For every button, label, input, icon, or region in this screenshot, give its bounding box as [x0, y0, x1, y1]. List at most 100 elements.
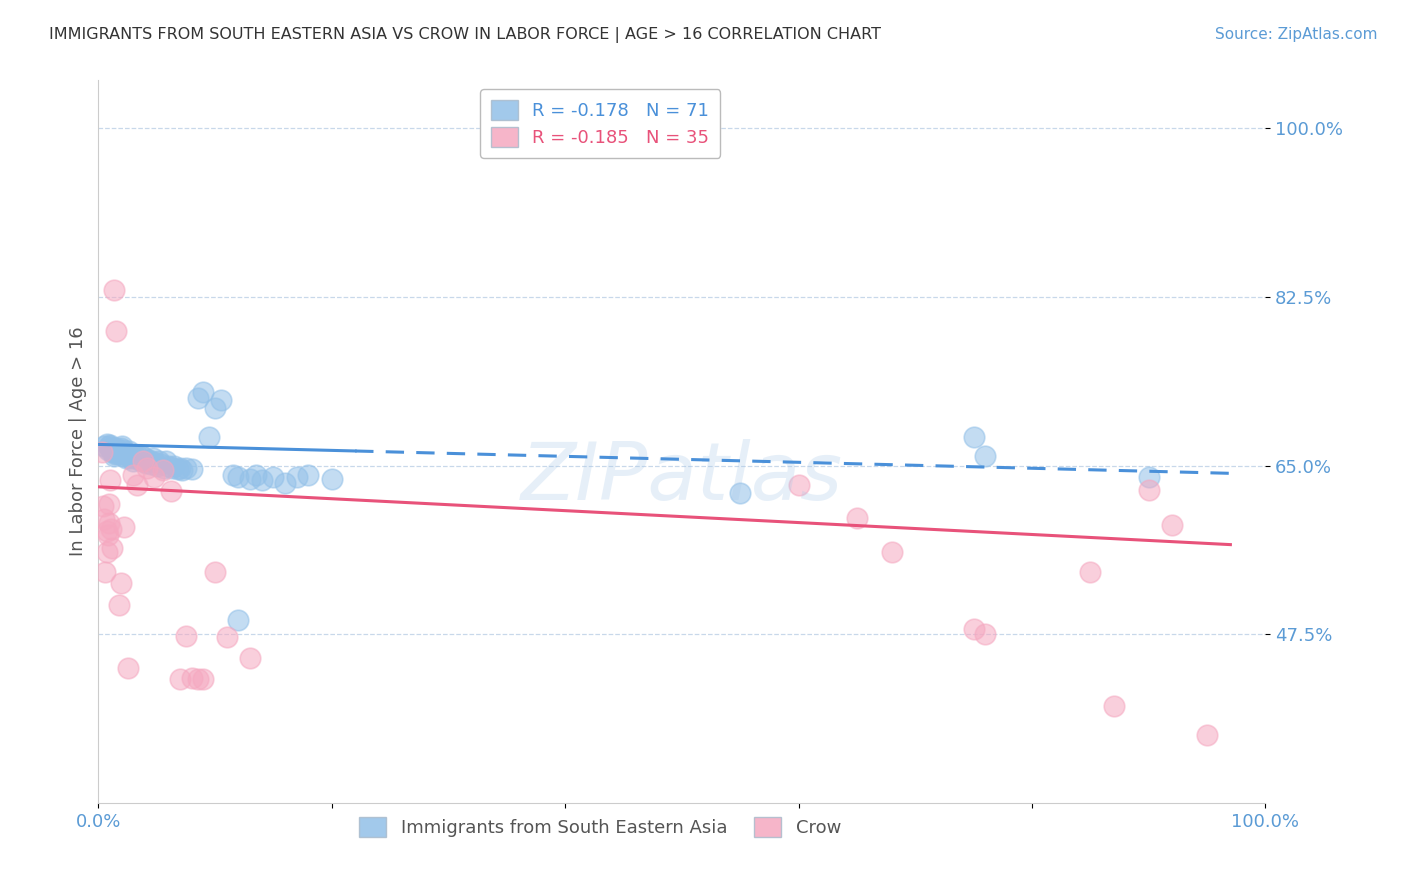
Point [1137, 483, 1160, 497]
Point [974, 627, 997, 641]
Point [111, 443, 134, 458]
Point [1195, 728, 1218, 742]
Point [152, 460, 174, 475]
Text: IMMIGRANTS FROM SOUTH EASTERN ASIA VS CROW IN LABOR FORCE | AGE > 16 CORRELATION: IMMIGRANTS FROM SOUTH EASTERN ASIA VS CR… [49, 27, 882, 43]
Point [962, 623, 984, 637]
Point [285, 470, 308, 484]
Point [1102, 699, 1125, 714]
Point [97, 439, 120, 453]
Point [96, 524, 118, 538]
Point [110, 576, 132, 591]
Point [160, 460, 183, 475]
Point [146, 458, 169, 473]
Point [97, 528, 120, 542]
Point [98, 438, 121, 452]
Point [169, 460, 191, 475]
Point [169, 673, 191, 687]
Point [90, 445, 112, 459]
Point [228, 613, 250, 627]
Point [1161, 518, 1184, 533]
Point [122, 468, 145, 483]
Point [787, 478, 810, 492]
Point [163, 458, 186, 473]
Point [108, 444, 131, 458]
Point [93, 511, 115, 525]
Point [152, 463, 174, 477]
Point [96, 545, 118, 559]
Point [180, 671, 202, 685]
Point [209, 393, 232, 408]
Point [134, 450, 156, 465]
Point [172, 463, 194, 477]
Point [104, 447, 127, 461]
Point [228, 470, 250, 484]
Point [100, 444, 122, 458]
Point [193, 385, 215, 400]
Point [103, 445, 125, 459]
Legend: Immigrants from South Eastern Asia, Crow: Immigrants from South Eastern Asia, Crow [352, 810, 848, 845]
Point [122, 454, 145, 468]
Point [132, 454, 155, 468]
Point [262, 470, 284, 484]
Point [107, 447, 129, 461]
Text: ZIPatlas: ZIPatlas [520, 439, 844, 516]
Point [104, 324, 127, 338]
Point [730, 485, 752, 500]
Point [131, 449, 153, 463]
Point [880, 545, 903, 559]
Point [91, 499, 114, 513]
Point [187, 391, 209, 405]
Point [104, 442, 127, 456]
Point [166, 462, 188, 476]
Point [117, 447, 139, 461]
Point [157, 458, 180, 473]
Point [103, 449, 125, 463]
Point [125, 450, 148, 465]
Point [111, 439, 134, 453]
Point [127, 449, 149, 463]
Point [1137, 470, 1160, 484]
Point [103, 283, 125, 297]
Point [1080, 565, 1102, 579]
Point [97, 516, 120, 531]
Point [108, 599, 131, 613]
Point [187, 673, 209, 687]
Point [221, 468, 243, 483]
Point [974, 449, 997, 463]
Point [125, 478, 148, 492]
Point [297, 468, 319, 483]
Point [136, 460, 159, 475]
Point [97, 443, 120, 458]
Point [117, 661, 139, 675]
Point [139, 457, 162, 471]
Point [98, 442, 121, 456]
Point [274, 475, 297, 490]
Point [96, 437, 118, 451]
Point [245, 468, 267, 483]
Point [97, 497, 120, 511]
Point [150, 457, 173, 471]
Point [250, 473, 273, 487]
Point [204, 401, 226, 415]
Point [128, 453, 150, 467]
Point [114, 447, 136, 461]
Point [98, 473, 121, 487]
Point [321, 472, 343, 486]
Point [118, 450, 141, 465]
Point [143, 455, 166, 469]
Point [159, 483, 181, 498]
Point [101, 442, 124, 456]
Point [215, 630, 238, 644]
Point [193, 673, 215, 687]
Point [174, 460, 197, 475]
Point [204, 565, 226, 579]
Point [115, 450, 138, 465]
Point [155, 454, 177, 468]
Y-axis label: In Labor Force | Age > 16: In Labor Force | Age > 16 [69, 326, 87, 557]
Point [93, 439, 115, 453]
Point [148, 454, 170, 468]
Point [110, 442, 132, 456]
Point [94, 565, 117, 579]
Point [143, 470, 166, 484]
Point [239, 472, 262, 486]
